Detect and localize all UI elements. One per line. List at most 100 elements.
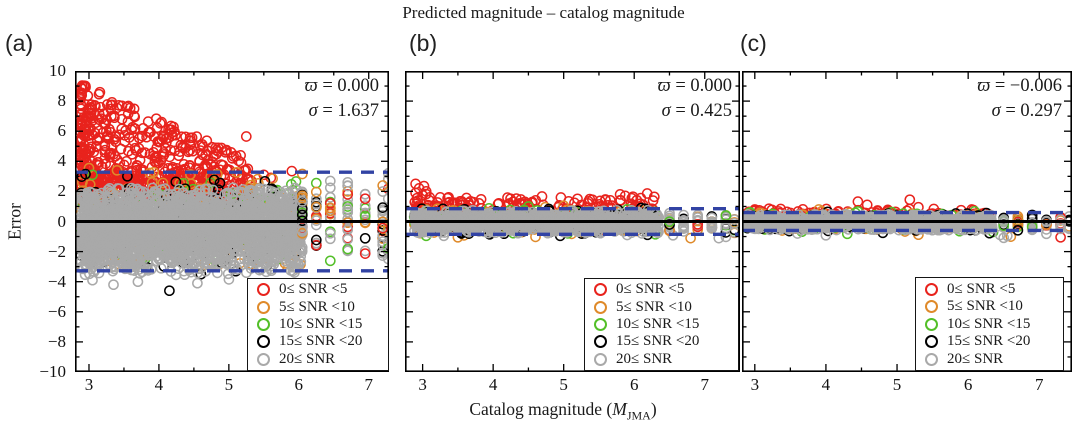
scatter-point-gray — [177, 234, 189, 245]
scatter-point-red — [142, 116, 154, 127]
scatter-point-gray — [81, 229, 93, 241]
scatter-point-red — [137, 122, 149, 134]
scatter-point-gray — [83, 257, 95, 268]
y-tick-label: −2 — [47, 241, 66, 261]
scatter-point-gray — [106, 191, 117, 203]
scatter-point-orange — [185, 169, 196, 180]
scatter-point-gray — [359, 189, 371, 200]
scatter-point-black — [310, 234, 322, 246]
scatter-point-gray — [342, 203, 354, 215]
scatter-point-green — [87, 169, 98, 181]
scatter-point-gray — [181, 251, 193, 263]
y-tick-label: 4 — [57, 151, 67, 171]
scatter-point-gray — [213, 199, 225, 211]
scatter-point-red — [626, 192, 638, 204]
scatter-point-red — [141, 131, 152, 143]
scatter-point-gray — [123, 255, 135, 267]
panel-b-label: (b) — [409, 30, 438, 56]
scatter-point-gray — [154, 203, 166, 214]
scatter-point-red — [151, 122, 163, 134]
scatter-point-black — [359, 232, 371, 244]
scatter-point-gray — [154, 254, 165, 266]
scatter-point-orange — [157, 177, 169, 189]
scatter-point-gray — [265, 260, 277, 272]
scatter-point-red — [443, 191, 454, 203]
scatter-point-gray — [253, 214, 264, 225]
scatter-point-orange — [296, 168, 308, 180]
y-tick-label: 10 — [49, 61, 66, 80]
scatter-point-gray — [342, 207, 354, 218]
scatter-point-red — [594, 195, 606, 207]
scatter-point-gray — [205, 256, 217, 267]
scatter-point-orange — [324, 205, 336, 217]
scatter-point-gray — [154, 222, 166, 234]
scatter-point-gray — [165, 252, 177, 264]
scatter-point-gray — [342, 180, 354, 192]
scatter-point-red — [434, 192, 446, 203]
scatter-point-gray — [254, 184, 266, 196]
scatter-point-gray — [92, 251, 104, 262]
scatter-point-gray — [79, 223, 91, 235]
scatter-point-gray — [377, 209, 389, 221]
scatter-point-red — [91, 134, 103, 145]
y-tick-label: −4 — [47, 271, 66, 291]
scatter-point-gray — [180, 199, 192, 210]
scatter-point-gray — [239, 239, 251, 250]
scatter-point-gray — [207, 184, 219, 196]
scatter-point-gray — [95, 229, 107, 241]
scatter-point-red — [131, 160, 143, 172]
scatter-point-gray — [289, 262, 300, 273]
scatter-point-gray — [192, 267, 203, 279]
scatter-point-gray — [186, 201, 197, 213]
scatter-point-gray — [213, 245, 225, 256]
scatter-point-green — [310, 177, 322, 189]
scatter-point-gray — [149, 186, 160, 197]
scatter-point-gray — [116, 200, 127, 211]
scatter-point-black — [208, 174, 220, 186]
scatter-point-gray — [212, 267, 223, 279]
y-tick-label: 2 — [57, 181, 67, 201]
scatter-point-red — [84, 111, 96, 123]
scatter-point-red — [121, 155, 132, 167]
scatter-point-gray — [283, 240, 295, 252]
scatter-point-gray — [129, 191, 141, 203]
scatter-point-red — [100, 173, 112, 184]
y-tick-label: −10 — [39, 362, 66, 381]
scatter-point-red — [163, 123, 174, 135]
scatter-point-gray — [161, 236, 173, 248]
panel-a-plot — [75, 71, 389, 372]
scatter-point-gray — [377, 236, 389, 248]
scatter-point-gray — [186, 227, 197, 238]
scatter-point-black — [80, 168, 91, 180]
scatter-point-gray — [279, 232, 290, 244]
scatter-point-red — [85, 156, 97, 167]
scatter-point-gray — [294, 247, 306, 258]
scatter-point-red — [310, 239, 322, 251]
scatter-point-gray — [191, 238, 203, 250]
scatter-point-gray — [266, 202, 277, 213]
scatter-point-red — [614, 194, 626, 206]
scatter-point-gray — [253, 248, 265, 259]
scatter-point-gray — [103, 200, 114, 212]
scatter-point-gray — [165, 222, 177, 234]
scatter-point-black — [377, 202, 389, 213]
scatter-point-gray — [258, 183, 270, 195]
scatter-point-gray — [76, 245, 88, 257]
scatter-point-gray — [242, 218, 254, 229]
scatter-point-gray — [110, 254, 122, 266]
scatter-point-red — [168, 121, 179, 133]
scatter-point-gray — [167, 195, 179, 206]
scatter-point-gray — [139, 190, 151, 202]
scatter-point-red — [126, 148, 138, 160]
scatter-point-gray — [324, 175, 336, 187]
scatter-point-gray — [280, 185, 292, 197]
scatter-point-red — [359, 193, 371, 205]
scatter-point-gray — [272, 203, 283, 215]
scatter-point-red — [180, 131, 191, 143]
scatter-point-red — [158, 149, 170, 160]
scatter-point-gray — [132, 198, 144, 209]
scatter-point-gray — [223, 249, 235, 261]
scatter-point-red — [134, 132, 145, 144]
scatter-point-gray — [250, 209, 262, 220]
